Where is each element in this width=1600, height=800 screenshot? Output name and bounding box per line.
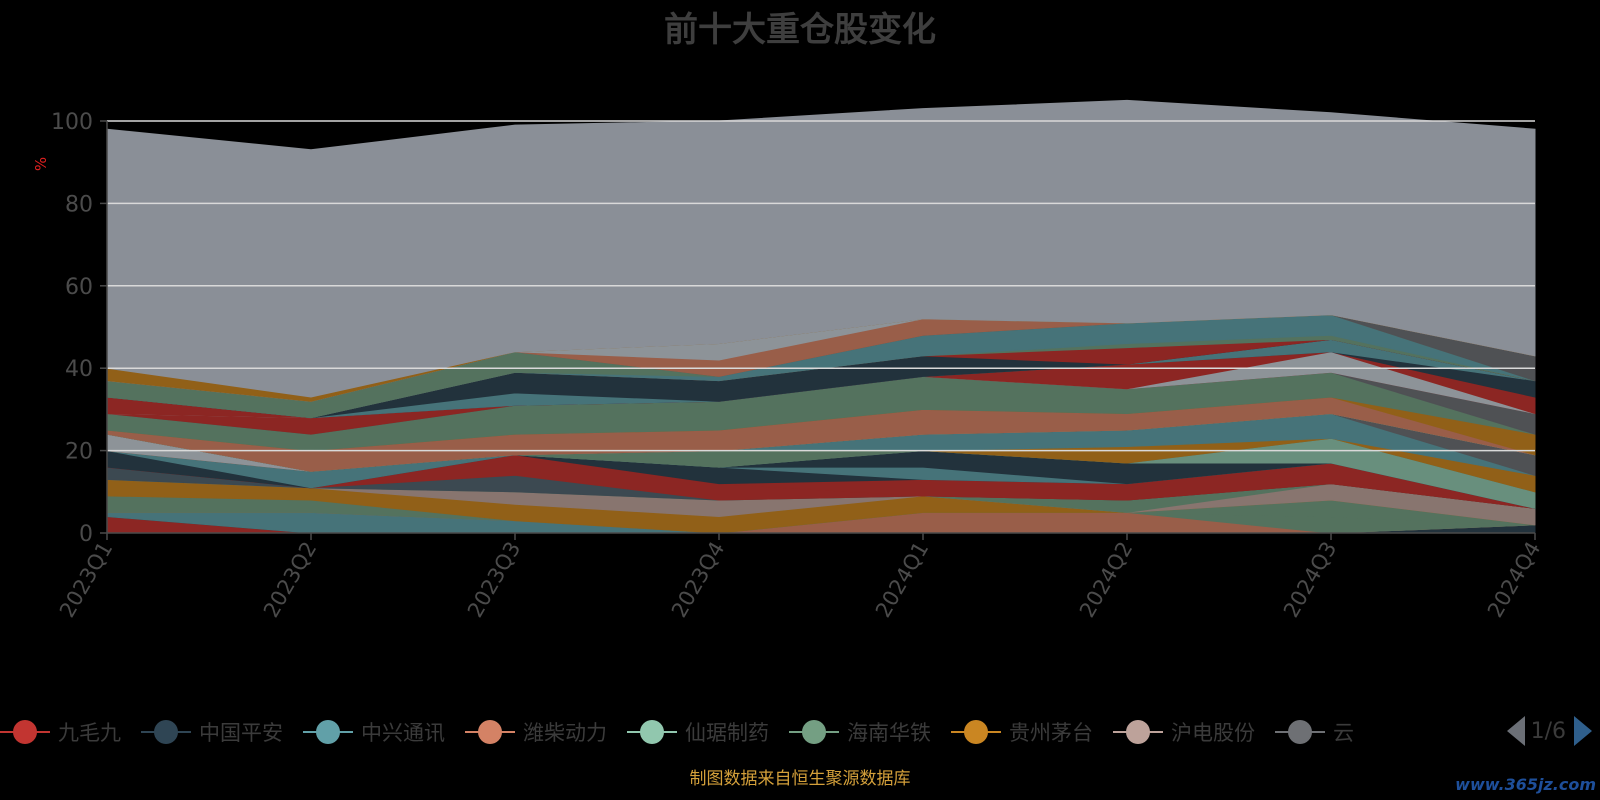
legend-swatch-icon — [141, 719, 191, 745]
legend-item-中兴通讯[interactable]: 中兴通讯 — [303, 712, 445, 752]
legend-swatch-icon — [303, 719, 353, 745]
legend-prev-icon[interactable] — [1506, 716, 1525, 746]
legend-label: 云 — [1333, 721, 1354, 745]
legend-swatch-dot — [478, 720, 502, 744]
x-tick-label-2024Q2: 2024Q2 — [1075, 538, 1137, 622]
legend-swatch-icon — [789, 719, 839, 745]
legend-item-九毛九[interactable]: 九毛九 — [0, 712, 121, 752]
legend-label: 仙琚制药 — [685, 721, 769, 745]
legend: 九毛九 中国平安 中兴通讯 潍柴动力 仙琚制药 海南华铁 贵州茅台 沪电股份 云 — [0, 712, 1480, 752]
legend-swatch-icon — [951, 719, 1001, 745]
legend-next-icon[interactable] — [1574, 716, 1592, 746]
legend-swatch-dot — [13, 720, 37, 744]
legend-swatch-icon — [0, 719, 50, 745]
legend-item-仙琚制药[interactable]: 仙琚制药 — [627, 712, 769, 752]
source-note: 制图数据来自恒生聚源数据库 — [689, 769, 911, 789]
legend-label: 中兴通讯 — [361, 721, 445, 745]
watermark: www.365jz.com — [1455, 775, 1596, 794]
legend-swatch-icon — [627, 719, 677, 745]
y-tick-label-0: 0 — [79, 522, 93, 547]
y-tick-label-100: 100 — [51, 110, 93, 135]
legend-swatch-dot — [1288, 720, 1312, 744]
y-axis-label: % — [32, 157, 50, 171]
legend-swatch-icon — [465, 719, 515, 745]
legend-swatch-icon — [1275, 719, 1325, 745]
legend-label: 九毛九 — [58, 721, 121, 745]
legend-label: 海南华铁 — [847, 721, 931, 745]
legend-pager: 1/6 — [1506, 716, 1592, 746]
y-tick-label-60: 60 — [65, 275, 93, 300]
x-tick-label-2024Q3: 2024Q3 — [1279, 538, 1341, 622]
legend-item-海南华铁[interactable]: 海南华铁 — [789, 712, 931, 752]
x-tick-label-2023Q2: 2023Q2 — [259, 538, 321, 622]
legend-swatch-dot — [964, 720, 988, 744]
legend-page-indicator: 1/6 — [1530, 718, 1566, 744]
x-tick-label-2023Q4: 2023Q4 — [667, 538, 729, 622]
area-series-group — [106, 99, 1536, 534]
legend-swatch-icon — [1113, 719, 1163, 745]
legend-swatch-dot — [802, 720, 826, 744]
y-tick-label-20: 20 — [65, 440, 93, 465]
x-tick-label-2023Q1: 2023Q1 — [55, 538, 117, 622]
legend-label: 贵州茅台 — [1009, 721, 1093, 745]
legend-swatch-dot — [154, 720, 178, 744]
legend-item-云[interactable]: 云 — [1275, 712, 1354, 752]
stacked-area-chart: 0 20 40 60 80 100 2023Q1 2023Q2 2023Q3 2023Q4 2024… — [32, 99, 1545, 622]
x-tick-label-2024Q4: 2024Q4 — [1483, 538, 1545, 622]
legend-swatch-dot — [1126, 720, 1150, 744]
legend-swatch-dot — [316, 720, 340, 744]
legend-item-潍柴动力[interactable]: 潍柴动力 — [465, 712, 607, 752]
legend-item-中国平安[interactable]: 中国平安 — [141, 712, 283, 752]
legend-swatch-dot — [640, 720, 664, 744]
legend-label: 潍柴动力 — [523, 721, 607, 745]
legend-label: 沪电股份 — [1171, 721, 1255, 745]
grid-lines — [107, 120, 1535, 452]
x-tick-label-2024Q1: 2024Q1 — [871, 538, 933, 622]
area-series-其他-45 — [106, 99, 1536, 398]
legend-label: 中国平安 — [199, 721, 283, 745]
chart-title: 前十大重仓股变化 — [664, 10, 936, 50]
y-tick-label-80: 80 — [65, 192, 93, 217]
legend-item-贵州茅台[interactable]: 贵州茅台 — [951, 712, 1093, 752]
x-tick-label-2023Q3: 2023Q3 — [463, 538, 525, 622]
legend-item-沪电股份[interactable]: 沪电股份 — [1113, 712, 1255, 752]
y-tick-label-40: 40 — [65, 357, 93, 382]
